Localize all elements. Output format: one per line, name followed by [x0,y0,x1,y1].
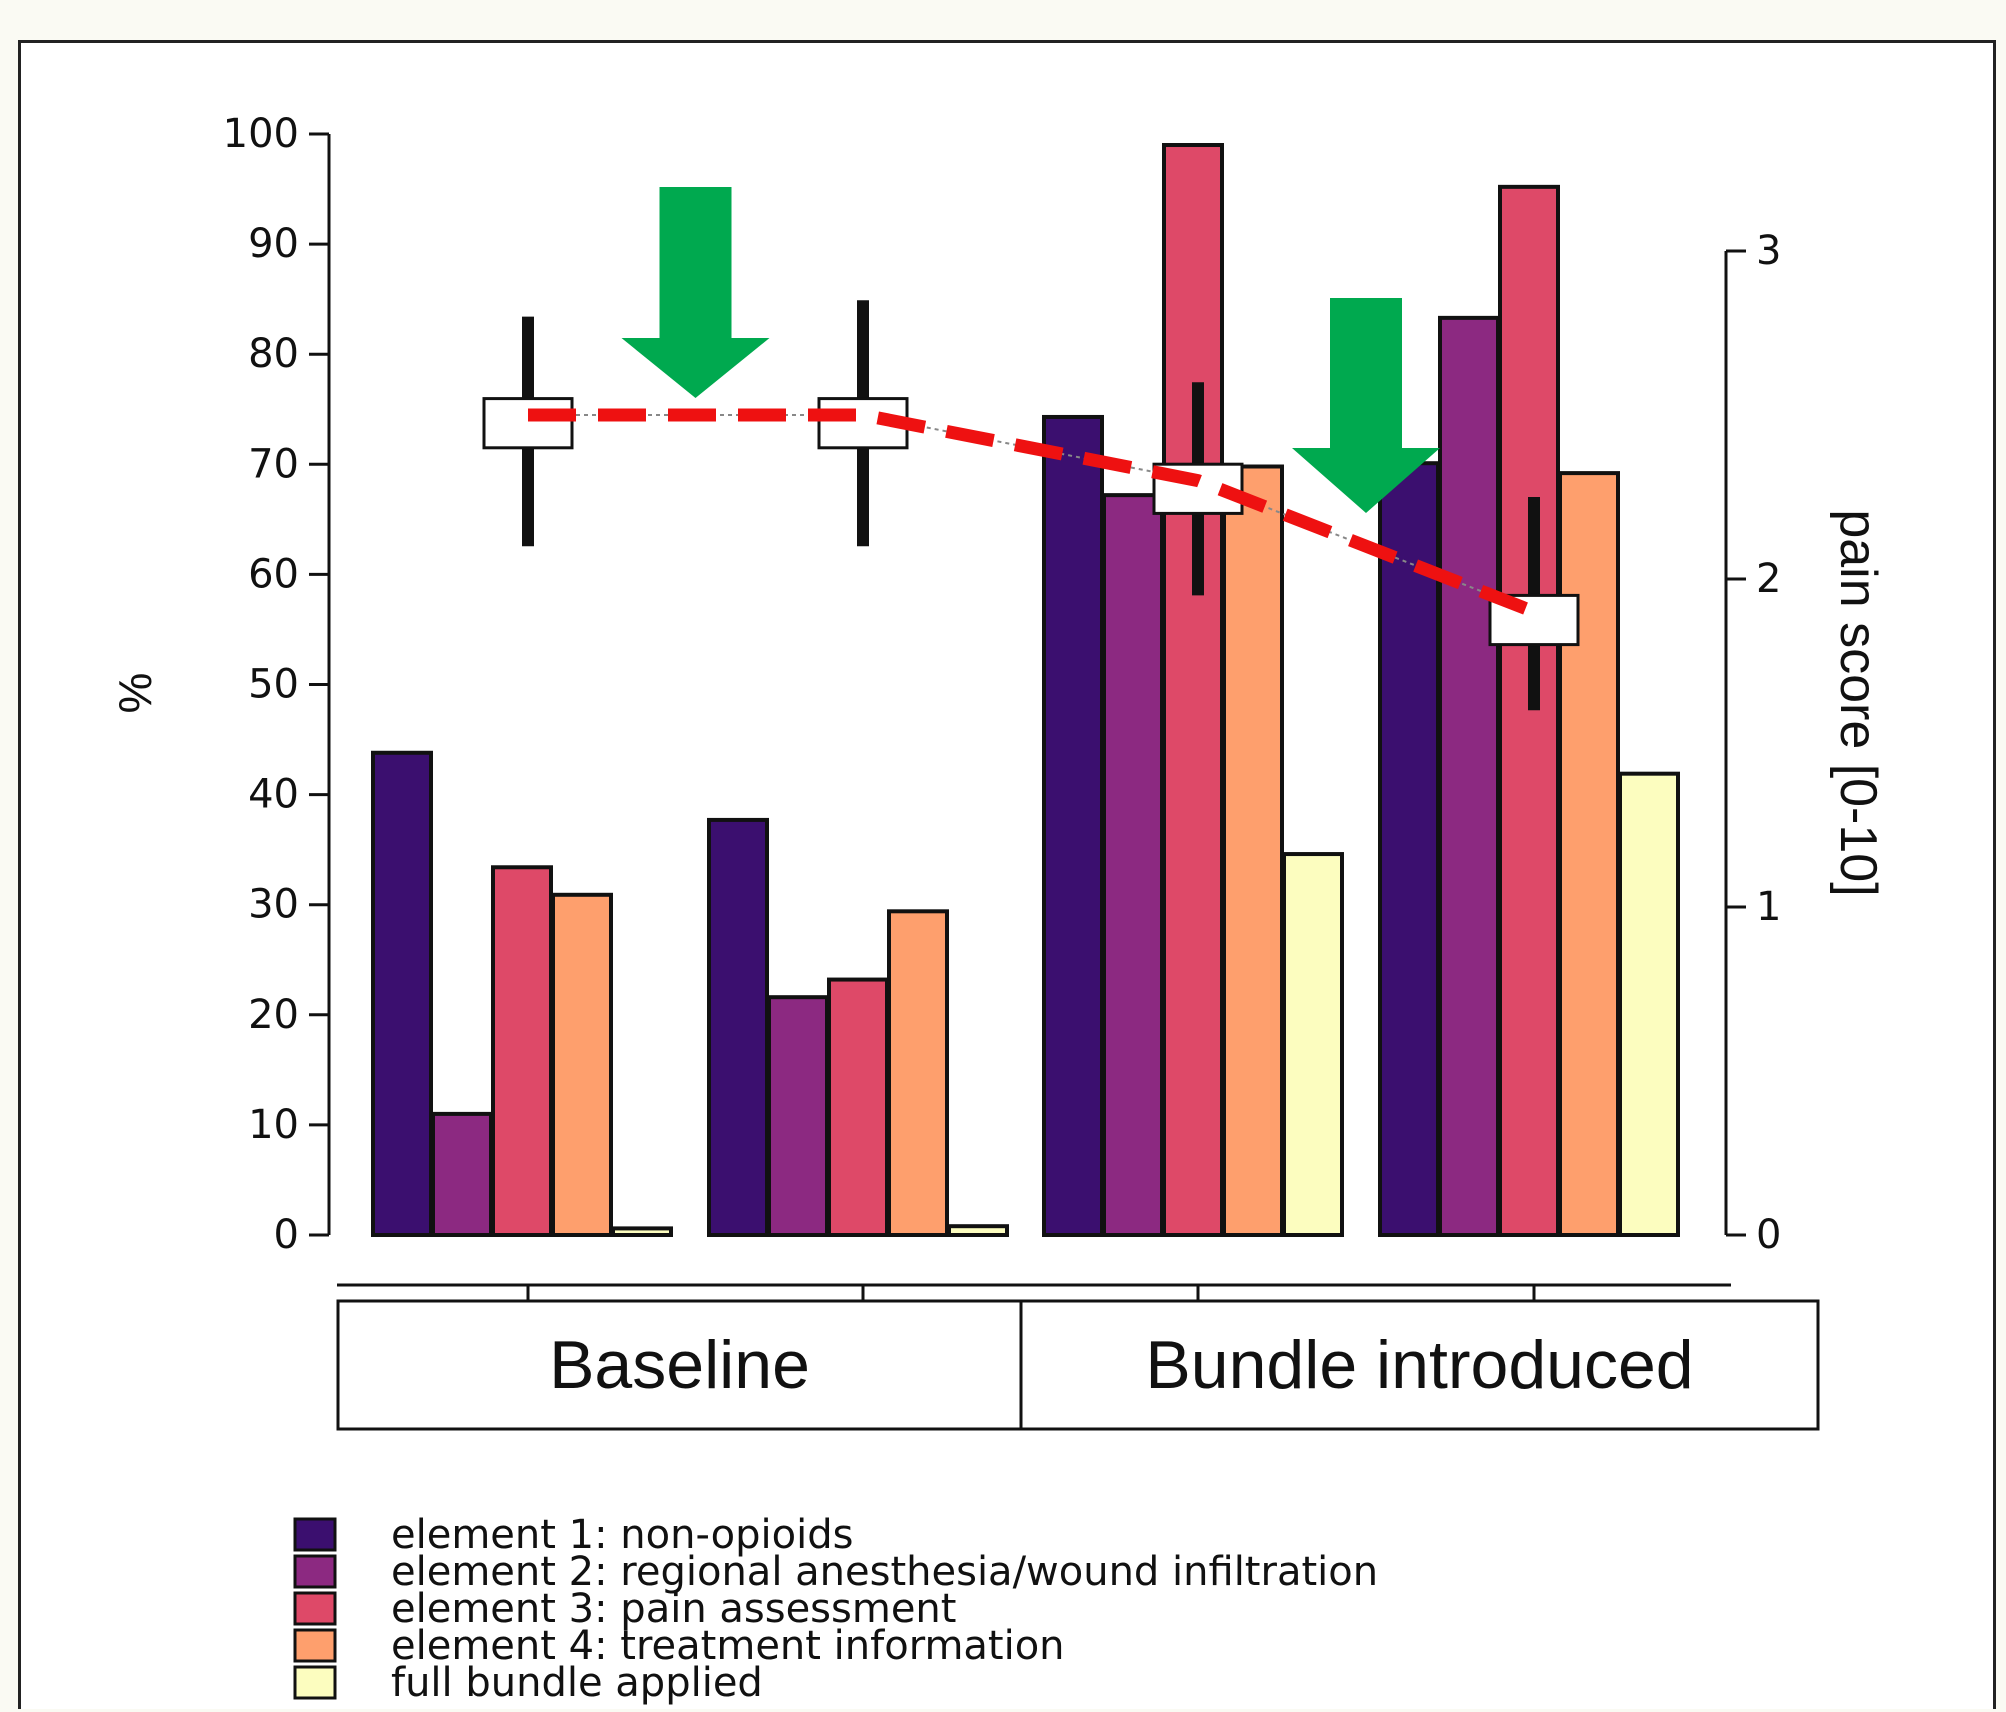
legend-label: element 4: treatment information [391,1623,1065,1669]
bar-3-group-3 [1162,143,1224,1237]
bar-5-group-4 [1618,771,1680,1238]
bar-3-group-2 [827,977,889,1237]
bar-4-group-3 [1222,464,1284,1237]
bar-2-group-4 [1438,315,1500,1237]
legend-swatch [293,1628,337,1663]
y2-tick-label: 0 [1756,1212,1781,1258]
bar-1-group-1 [371,750,433,1238]
bar-3-group-1 [491,865,553,1237]
y2-tick-label: 1 [1756,884,1781,930]
y-axis-label: % [109,673,161,714]
legend-label: element 3: pain assessment [391,1586,956,1632]
bar-4-group-1 [551,892,613,1238]
y-tick-label: 10 [248,1102,299,1148]
phase-box [1019,1299,1820,1431]
down-arrow-icon [1292,298,1440,513]
bar-2-group-3 [1102,493,1164,1237]
phase-label: Baseline [549,1327,810,1403]
legend-swatch [293,1591,337,1626]
y2-axis-label: pain score [0-10] [1829,509,1887,896]
bar-5-group-1 [611,1226,673,1238]
legend-label: element 2: regional anesthesia/wound inf… [391,1549,1378,1595]
legend-swatch [293,1517,337,1552]
y-tick-label: 40 [248,772,299,818]
y-tick-label: 0 [274,1212,299,1258]
bar-1-group-3 [1042,414,1104,1238]
y-tick-label: 80 [248,331,299,377]
legend-swatch [293,1554,337,1589]
bar-1-group-2 [707,817,769,1237]
pain-score-trend-line [528,408,1537,618]
bar-4-group-2 [887,909,949,1238]
bar-5-group-3 [1282,852,1344,1238]
y-tick-label: 20 [248,992,299,1038]
bar-3-group-4 [1498,184,1560,1237]
y-tick-label: 30 [248,882,299,928]
bar-2-group-1 [431,1111,493,1238]
bar-5-group-2 [947,1224,1009,1238]
y2-tick-label: 3 [1756,228,1781,274]
bar-1-group-4 [1378,461,1440,1238]
y-tick-label: 70 [248,441,299,487]
legend-swatch [293,1665,337,1700]
legend-label: element 1: non-opioids [391,1512,853,1558]
y2-tick-label: 2 [1756,556,1781,602]
pain-score-box [482,397,574,450]
bar-2-group-2 [767,995,829,1238]
y-tick-label: 100 [223,111,299,157]
y-tick-label: 50 [248,662,299,708]
legend-label: full bundle applied [391,1660,763,1706]
bundle-chart: 0 10 20 30 40 50 60 70 80 90 100% 0 1 2 3 pain score [0… [109,111,1887,1706]
y-tick-label: 90 [248,221,299,267]
chart-frame: 0 10 20 30 40 50 60 70 80 90 100% 0 1 2 3 pain score [0… [18,40,1996,1709]
y-tick-label: 60 [248,551,299,597]
bar-4-group-4 [1558,471,1620,1238]
phase-label: Bundle introduced [1145,1327,1693,1403]
down-arrow-icon [621,187,770,398]
